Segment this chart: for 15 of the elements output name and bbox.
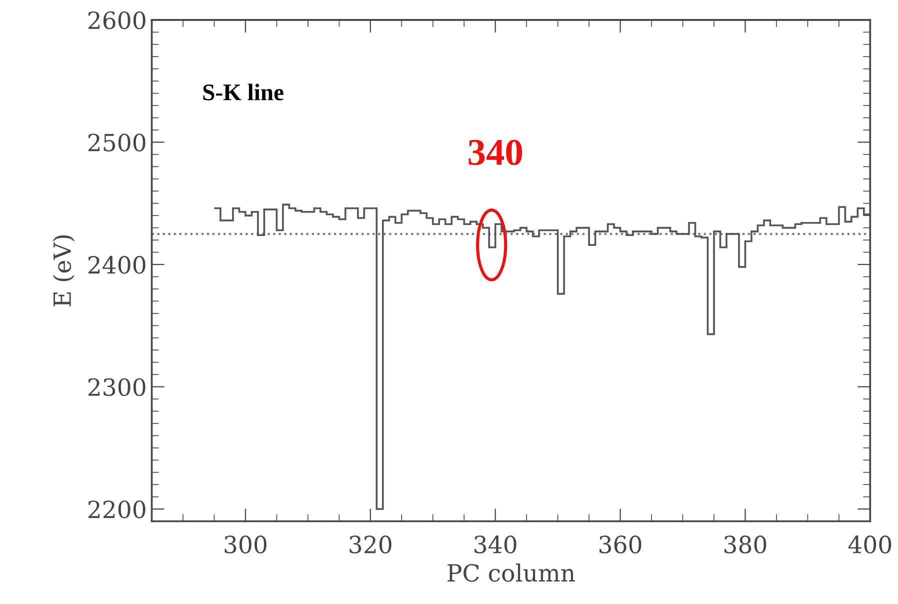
- x-tick-label: 400: [848, 536, 892, 554]
- annotation: 340: [468, 140, 522, 166]
- x-tick-label: 380: [724, 536, 766, 554]
- y-tick-label: 2400: [88, 256, 146, 274]
- x-tick-label: 340: [474, 536, 516, 554]
- y-tick-label: 2200: [88, 500, 146, 518]
- x-axis-title: PC column: [448, 564, 575, 582]
- y-axis-title: E (eV): [52, 235, 74, 306]
- y-tick-label: 2300: [88, 378, 146, 396]
- annotation: S-K line: [203, 84, 284, 100]
- y-tick-label: 2500: [88, 134, 146, 152]
- y-tick-label: 2600: [88, 11, 146, 30]
- x-tick-label: 360: [600, 536, 642, 554]
- x-tick-label: 300: [224, 536, 266, 554]
- x-tick-label: 320: [350, 536, 392, 554]
